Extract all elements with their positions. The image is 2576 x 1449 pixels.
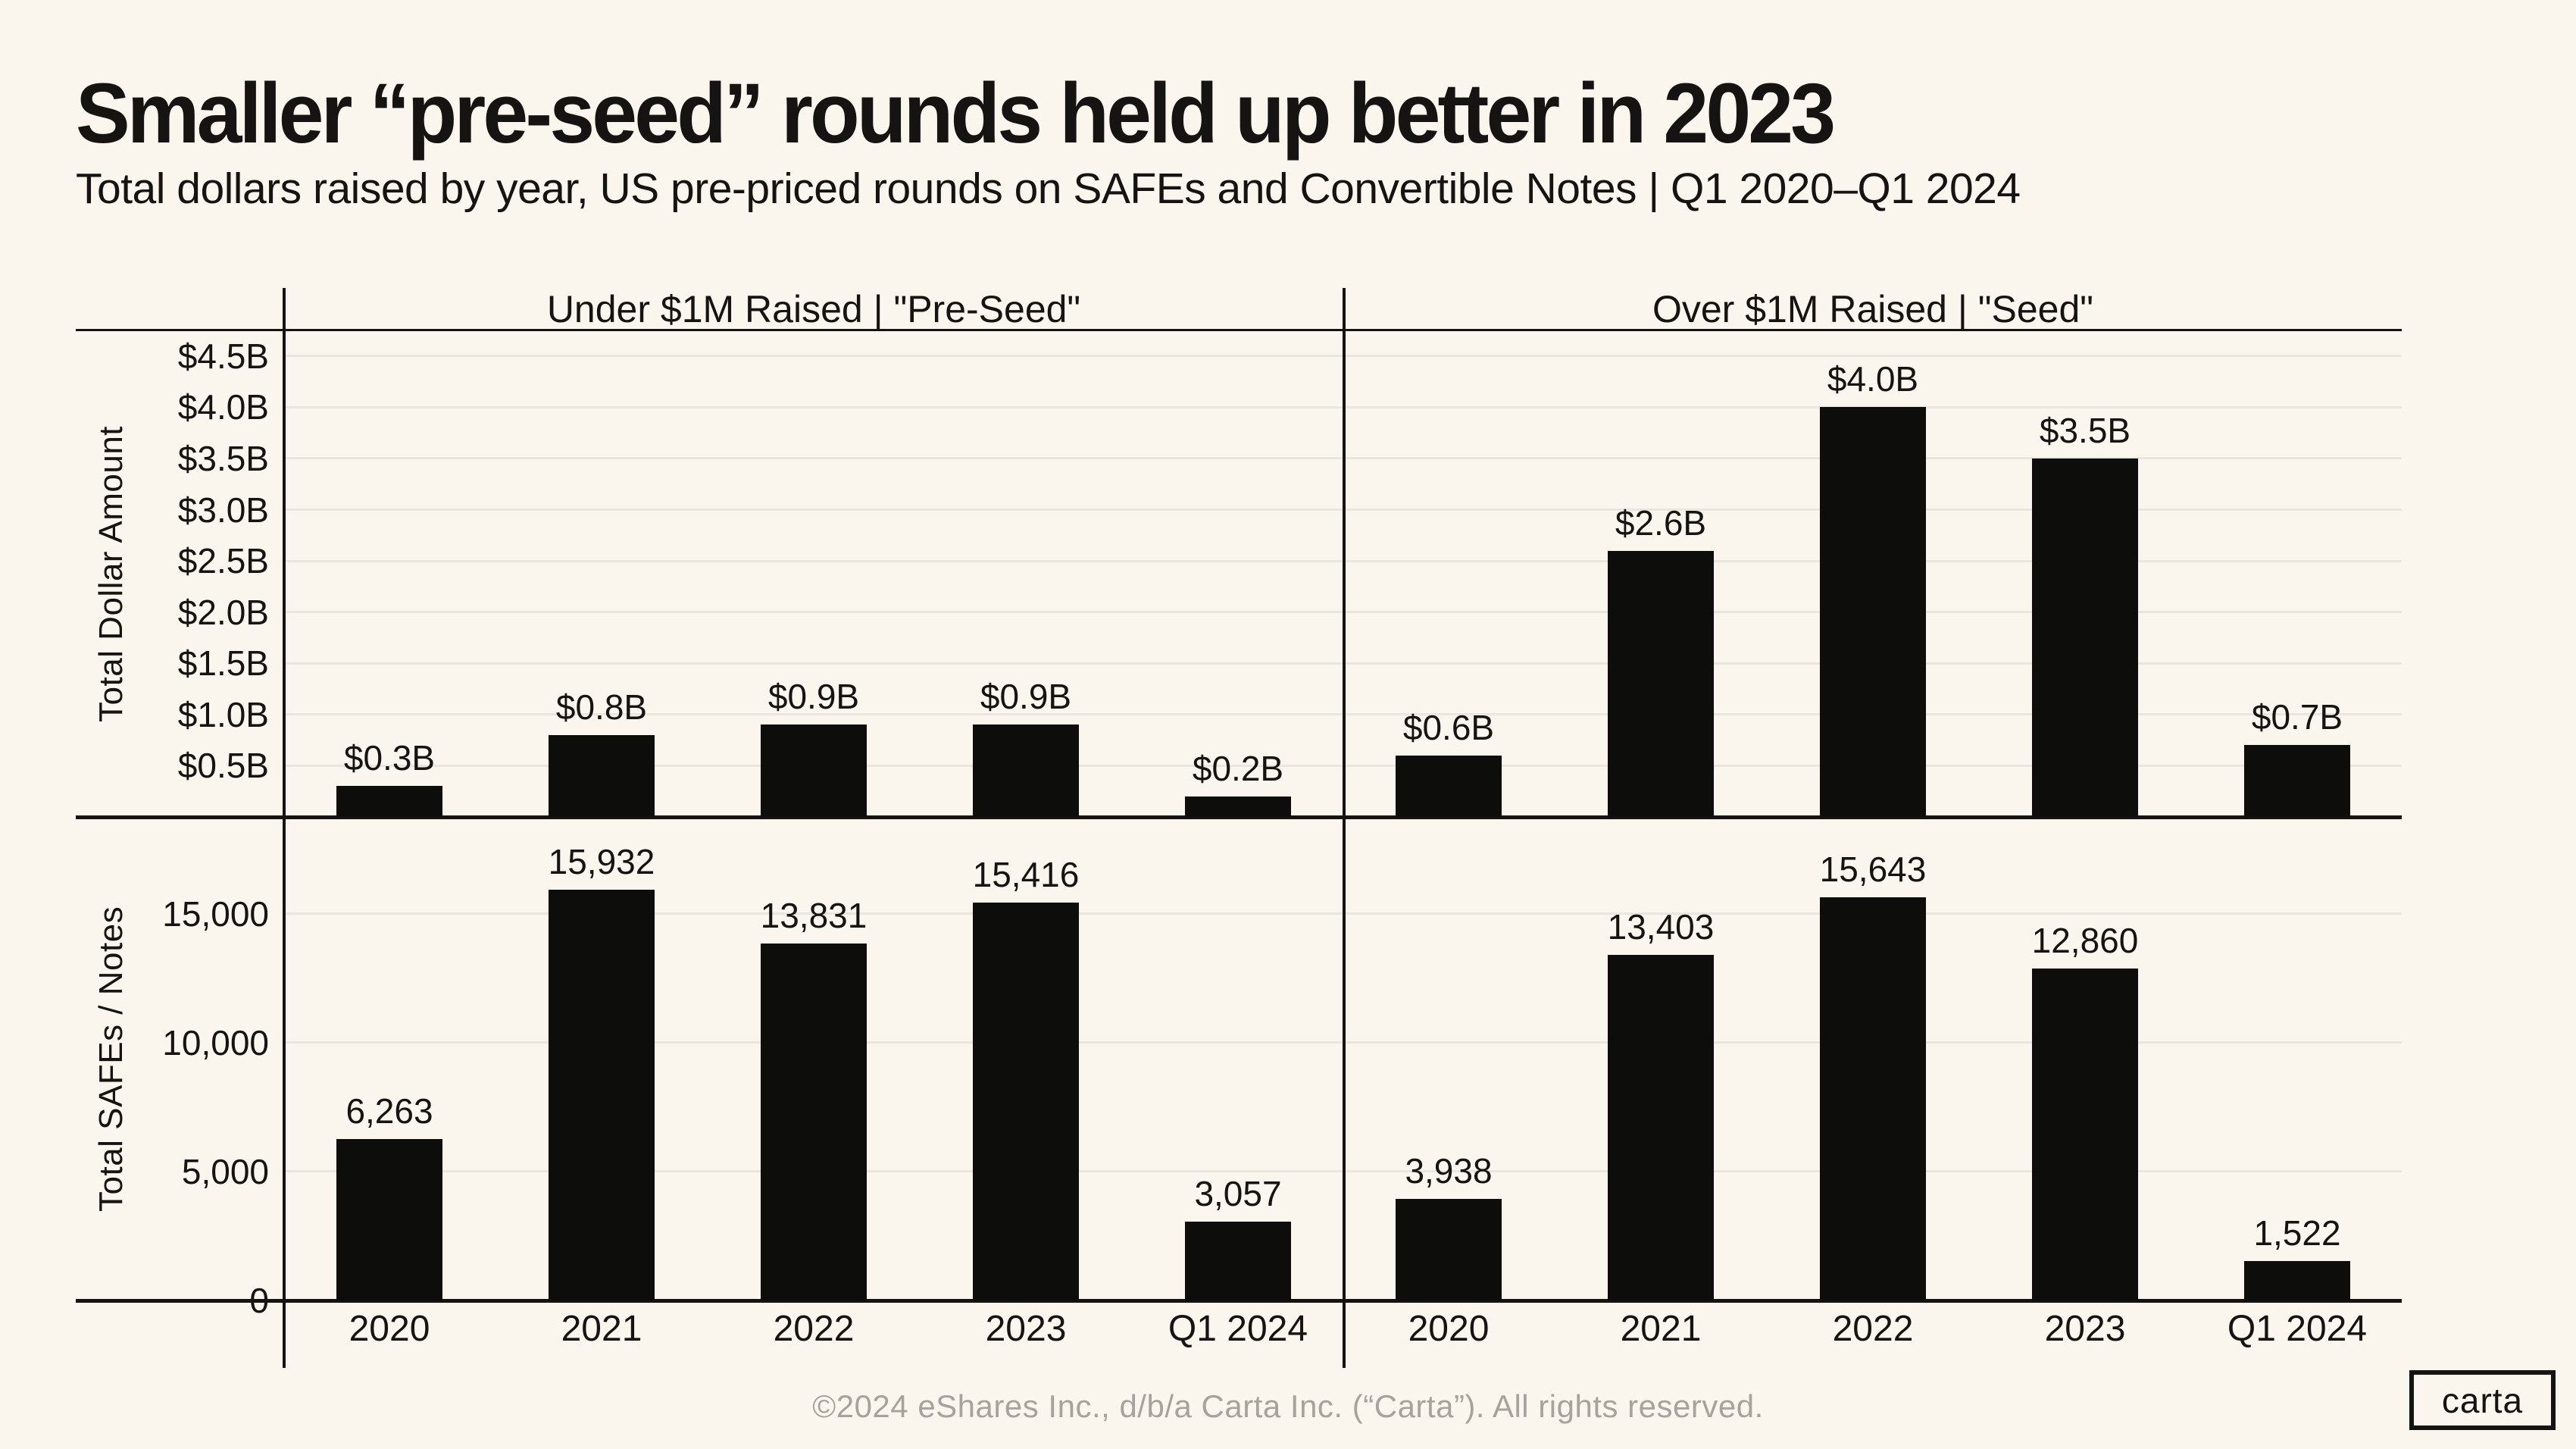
y-tick-label: 5,000 (181, 1151, 269, 1191)
bar-value-label: $0.3B (343, 738, 436, 778)
bar-bottom-right-2023 (2032, 969, 2138, 1300)
bar-value-label: $2.6B (1615, 503, 1707, 543)
y-tick-label: $2.0B (177, 592, 269, 632)
x-tick-label: 2023 (985, 1309, 1067, 1349)
top-panels-baseline-axis (76, 815, 2402, 819)
bar-top-right-Q1 2024 (2244, 745, 2350, 817)
y-tick-label: 0 (249, 1281, 269, 1320)
y-tick-label: $1.0B (177, 694, 269, 734)
x-tick-label: Q1 2024 (2227, 1309, 2368, 1349)
header-separator-rule (76, 329, 2402, 331)
bar-value-label: 6,263 (345, 1091, 433, 1131)
y-tick-label: $1.5B (177, 643, 269, 684)
bar-top-left-2023 (973, 724, 1079, 817)
x-tick-label: 2022 (773, 1309, 855, 1349)
bar-bottom-right-2020 (1396, 1199, 1502, 1300)
bar-top-left-2022 (761, 724, 867, 817)
y-tick-label: 10,000 (162, 1022, 269, 1062)
page-subtitle: Total dollars raised by year, US pre-pri… (76, 164, 2021, 213)
bar-top-left-Q1 2024 (1185, 796, 1291, 817)
bar-value-label: 13,831 (760, 896, 868, 935)
bar-value-label: $4.0B (1827, 359, 1919, 399)
bar-bottom-left-2022 (761, 944, 867, 1300)
x-tick-label: 2023 (2044, 1309, 2126, 1349)
bar-top-right-2020 (1396, 756, 1502, 817)
bar-bottom-left-Q1 2024 (1185, 1222, 1291, 1300)
x-tick-label: 2021 (1620, 1309, 1702, 1349)
x-tick-label: 2021 (561, 1309, 642, 1349)
x-tick-label: 2020 (1408, 1309, 1490, 1349)
bar-value-label: $0.8B (555, 687, 648, 727)
bottom-panels-baseline-axis (76, 1299, 2402, 1303)
bar-value-label: 3,938 (1405, 1151, 1493, 1191)
bar-value-label: $0.2B (1192, 749, 1284, 788)
y-tick-label: $3.5B (177, 438, 269, 478)
bar-value-label: $3.5B (2039, 411, 2131, 450)
bar-top-left-2021 (549, 735, 655, 817)
bar-bottom-right-2022 (1820, 897, 1926, 1300)
y-tick-label: $4.0B (177, 387, 269, 427)
carta-logo: carta (2409, 1370, 2556, 1430)
panel-title-seed: Over $1M Raised | "Seed" (1652, 288, 2094, 330)
y-tick-label: $2.5B (177, 541, 269, 581)
bar-value-label: $0.9B (980, 677, 1072, 716)
bar-value-label: $0.6B (1402, 708, 1495, 747)
x-tick-label: 2020 (349, 1309, 430, 1349)
bar-value-label: 15,416 (972, 855, 1080, 894)
bar-bottom-left-2023 (973, 903, 1079, 1300)
y-tick-label: 15,000 (162, 893, 269, 934)
bar-bottom-left-2021 (549, 890, 655, 1300)
bar-bottom-left-2020 (336, 1139, 442, 1300)
bar-top-right-2022 (1820, 407, 1926, 817)
y-tick-label: $4.5B (177, 336, 269, 376)
x-tick-label: Q1 2024 (1168, 1309, 1308, 1349)
y-tick-label: $3.0B (177, 490, 269, 530)
bar-value-label: $0.9B (767, 677, 860, 716)
bar-bottom-right-Q1 2024 (2244, 1261, 2350, 1300)
left-axis-spine (283, 288, 286, 1368)
bar-value-label: 3,057 (1194, 1174, 1282, 1213)
panel-title-pre-seed: Under $1M Raised | "Pre-Seed" (546, 288, 1081, 330)
page-title: Smaller “pre-seed” rounds held up better… (76, 66, 1836, 161)
bar-value-label: $0.7B (2251, 697, 2343, 737)
bar-top-right-2021 (1608, 551, 1714, 817)
copyright-footer: ©2024 eShares Inc., d/b/a Carta Inc. (“C… (812, 1388, 1764, 1424)
bar-value-label: 15,643 (1819, 850, 1927, 889)
bar-top-right-2023 (2032, 458, 2138, 817)
bar-value-label: 13,403 (1607, 907, 1715, 947)
bar-value-label: 1,522 (2253, 1213, 2341, 1253)
bar-value-label: 15,932 (548, 842, 655, 881)
bar-bottom-right-2021 (1608, 955, 1714, 1300)
bar-top-left-2020 (336, 786, 442, 817)
y-tick-label: $0.5B (177, 746, 269, 786)
x-tick-label: 2022 (1832, 1309, 1914, 1349)
panel-divider-line (1343, 288, 1346, 1368)
bar-value-label: 12,860 (2031, 921, 2139, 960)
